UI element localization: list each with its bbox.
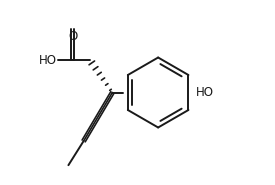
Text: HO: HO [196, 86, 214, 99]
Text: HO: HO [39, 54, 57, 67]
Text: O: O [68, 30, 78, 43]
